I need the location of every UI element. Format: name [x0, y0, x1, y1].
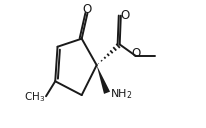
Text: O: O — [121, 9, 130, 22]
Text: O: O — [83, 3, 92, 16]
Polygon shape — [97, 65, 110, 94]
Text: CH$_3$: CH$_3$ — [24, 90, 45, 104]
Text: O: O — [131, 47, 140, 60]
Text: NH$_2$: NH$_2$ — [110, 87, 133, 101]
